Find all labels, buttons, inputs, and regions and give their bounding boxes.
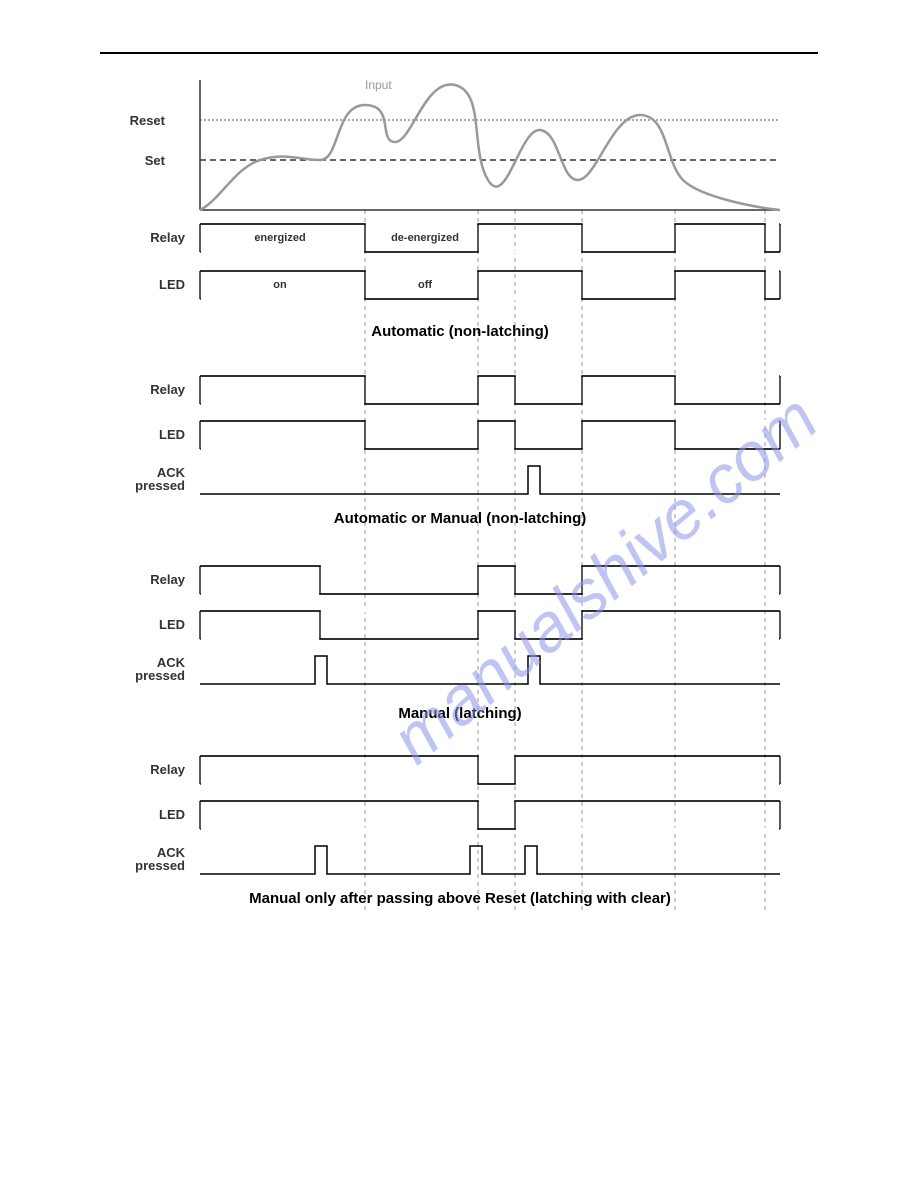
row-label: LED (115, 278, 185, 291)
state-label: de-energized (375, 232, 475, 244)
state-label: energized (235, 232, 325, 244)
state-label: off (375, 279, 475, 291)
page: Input Reset Set Relay LED Relay LED ACK pres… (0, 0, 918, 1188)
top-rule (100, 52, 818, 54)
row-label: Relay (115, 231, 185, 244)
section-title: Automatic (non-latching) (120, 323, 800, 340)
input-label: Input (365, 78, 392, 92)
row-label: ACK pressed (115, 656, 185, 682)
row-label: LED (115, 808, 185, 821)
section-title: Automatic or Manual (non-latching) (120, 510, 800, 527)
section-title: Manual (latching) (120, 705, 800, 722)
row-label: ACK pressed (115, 846, 185, 872)
row-label: Relay (115, 573, 185, 586)
row-label: Relay (115, 763, 185, 776)
timing-diagram: Input Reset Set RelayLEDRelayLEDACK pres… (120, 80, 800, 950)
row-label: ACK pressed (115, 466, 185, 492)
section-title: Manual only after passing above Reset (l… (120, 890, 800, 907)
set-label: Set (115, 153, 165, 168)
reset-label: Reset (115, 113, 165, 128)
state-label: on (235, 279, 325, 291)
row-label: Relay (115, 383, 185, 396)
row-label: LED (115, 618, 185, 631)
row-label: LED (115, 428, 185, 441)
